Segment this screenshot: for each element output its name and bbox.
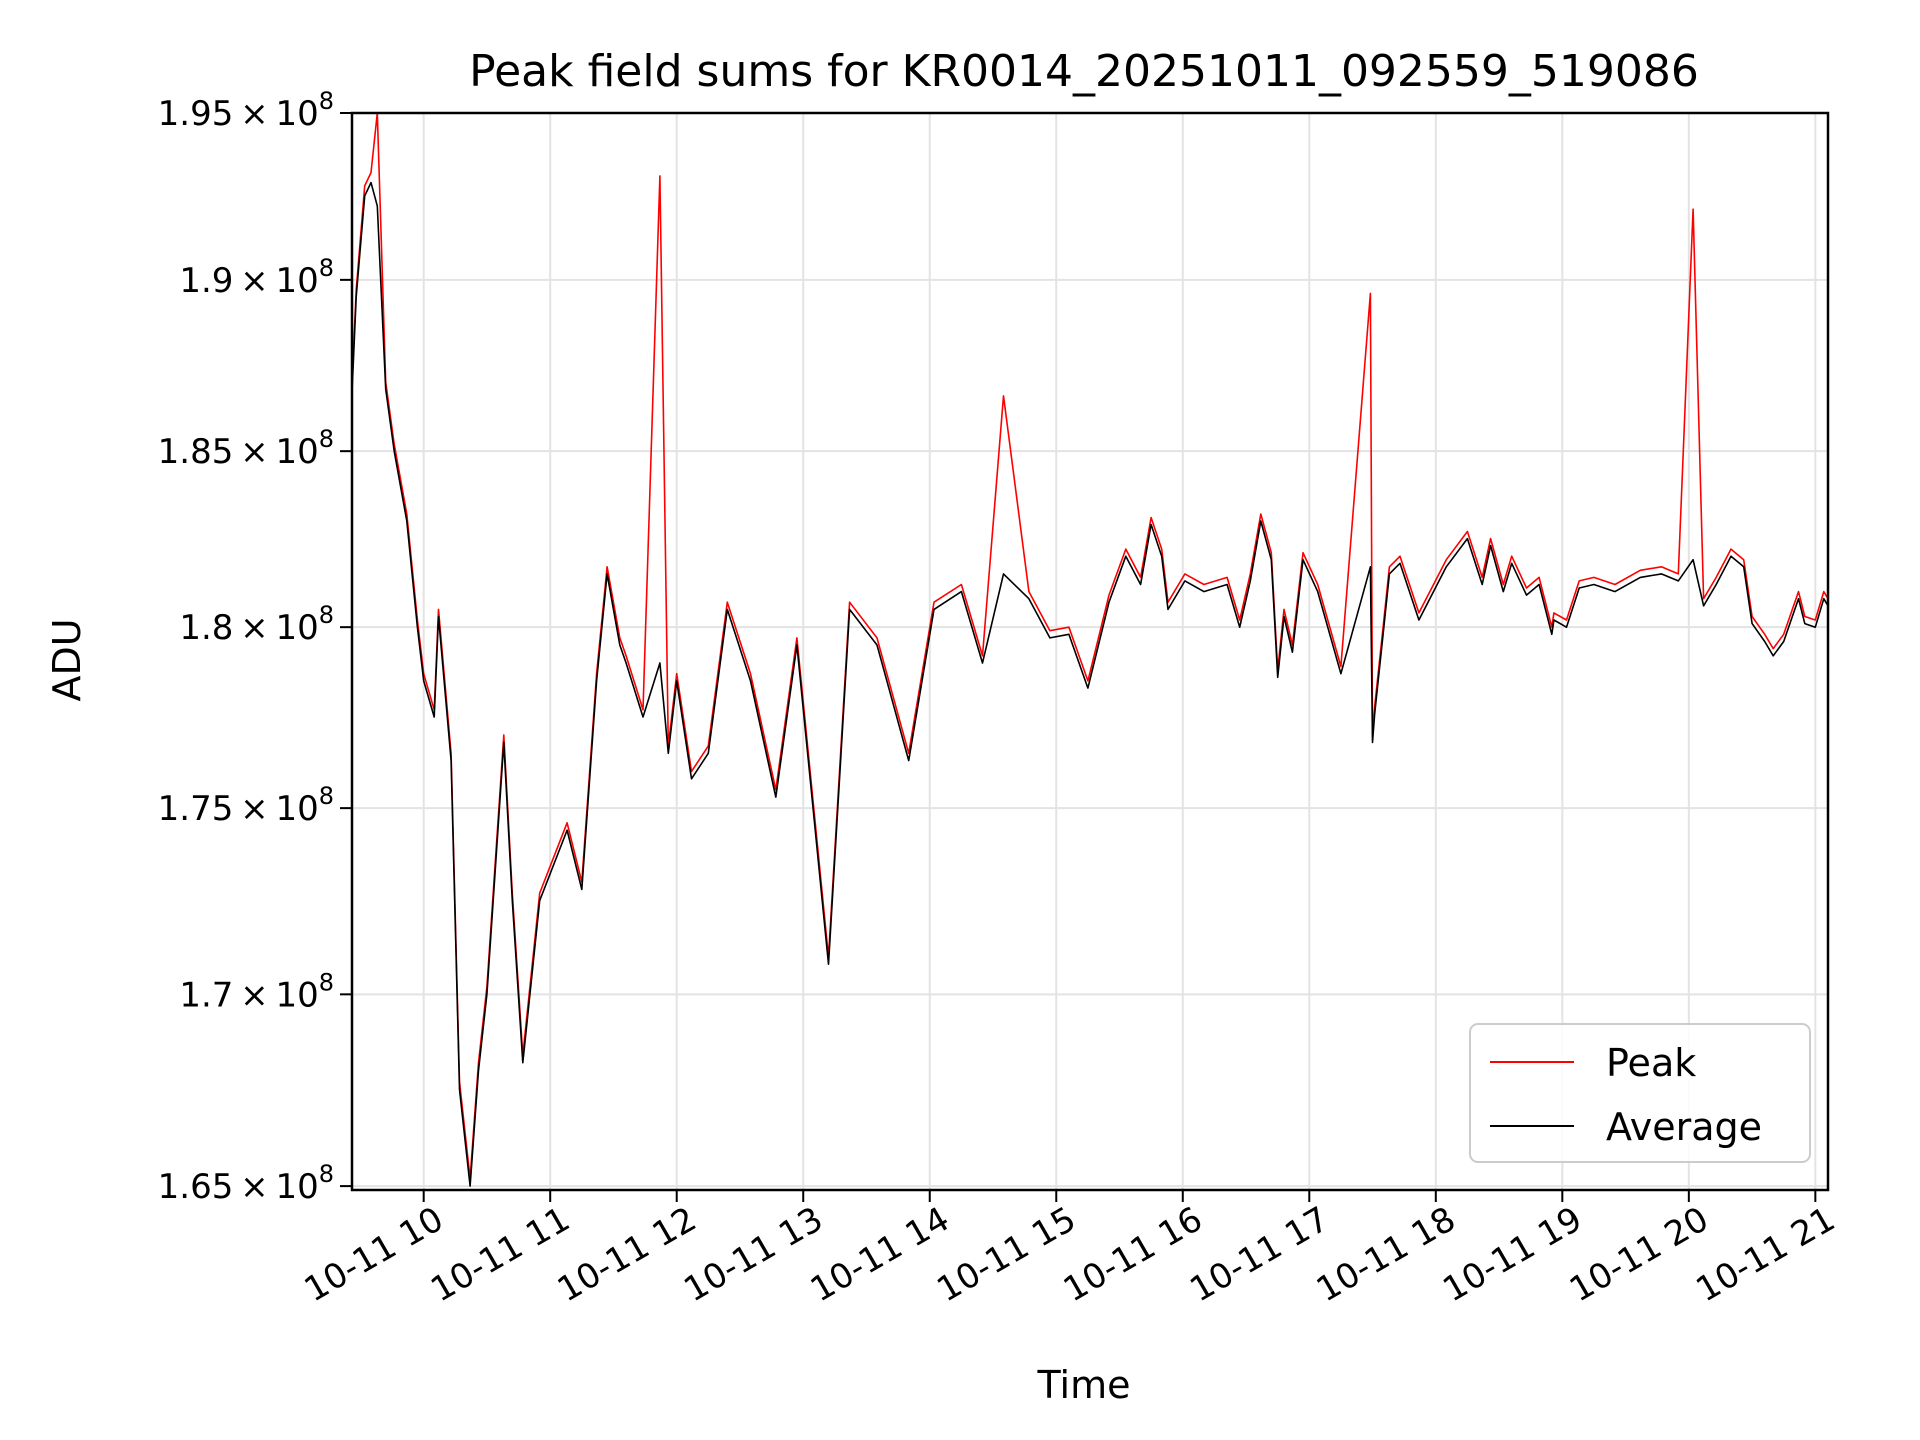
legend-label-average: Average [1606, 1105, 1762, 1149]
y-tick-mantissa: 1.85 × 10 [158, 432, 319, 472]
y-tick-label: 1.7 × 108 [179, 968, 334, 1015]
y-tick-mantissa: 1.95 × 10 [158, 94, 319, 134]
y-tick-mantissa: 1.75 × 10 [158, 789, 319, 829]
y-tick-exponent: 8 [319, 87, 334, 115]
y-tick-label: 1.95 × 108 [158, 87, 334, 134]
series-line-average [351, 181, 1829, 1187]
y-axis-label: ADU [45, 618, 89, 701]
y-tick-mantissa: 1.7 × 10 [179, 975, 318, 1015]
x-axis-label: Time [1037, 1363, 1131, 1407]
legend: Peak Average [1469, 1023, 1811, 1163]
y-tick-mantissa: 1.9 × 10 [179, 261, 318, 301]
legend-label-peak: Peak [1606, 1041, 1696, 1085]
y-tick-mantissa: 1.8 × 10 [179, 608, 318, 648]
y-tick-exponent: 8 [319, 425, 334, 453]
y-tick-mantissa: 1.65 × 10 [158, 1167, 319, 1207]
chart-title: Peak field sums for KR0014_20251011_0925… [469, 46, 1699, 97]
y-tick-label: 1.65 × 108 [158, 1160, 334, 1207]
y-tick-exponent: 8 [319, 1160, 334, 1188]
grid [352, 112, 1828, 1190]
y-tick-exponent: 8 [319, 968, 334, 996]
plot-frame [350, 111, 1830, 1192]
legend-box [1469, 1023, 1811, 1163]
y-tick-label: 1.9 × 108 [179, 254, 334, 301]
y-tick-exponent: 8 [319, 782, 334, 810]
y-tick-exponent: 8 [319, 601, 334, 629]
y-tick-label: 1.8 × 108 [179, 601, 334, 648]
y-tick-exponent: 8 [319, 254, 334, 282]
y-tick-label: 1.85 × 108 [158, 425, 334, 472]
y-tick-label: 1.75 × 108 [158, 782, 334, 829]
data-lines [351, 112, 1829, 1187]
